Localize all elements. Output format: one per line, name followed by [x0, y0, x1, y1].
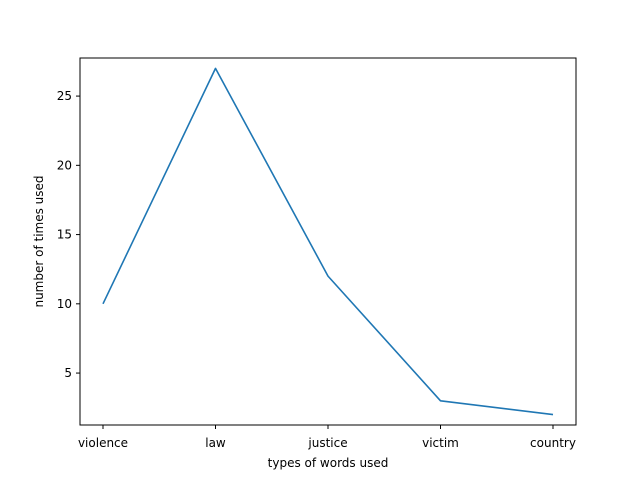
x-tick-label: victim	[422, 436, 459, 450]
series-line	[102, 67, 554, 416]
x-axis-label: types of words used	[268, 456, 389, 470]
x-tick-label: violence	[78, 436, 128, 450]
plot-area	[102, 67, 554, 416]
y-tick-label: 25	[57, 89, 72, 103]
y-tick-label: 10	[57, 297, 72, 311]
y-axis-label: number of times used	[32, 175, 46, 307]
x-tick-label: law	[205, 436, 226, 450]
x-tick-label: justice	[307, 436, 347, 450]
x-tick-label: country	[530, 436, 576, 450]
y-tick-label: 15	[57, 228, 72, 242]
y-tick-label: 5	[64, 366, 72, 380]
y-tick-label: 20	[57, 158, 72, 172]
x-axis: violence law justice victim country	[78, 425, 576, 450]
y-axis: 5 10 15 20 25	[57, 89, 80, 380]
